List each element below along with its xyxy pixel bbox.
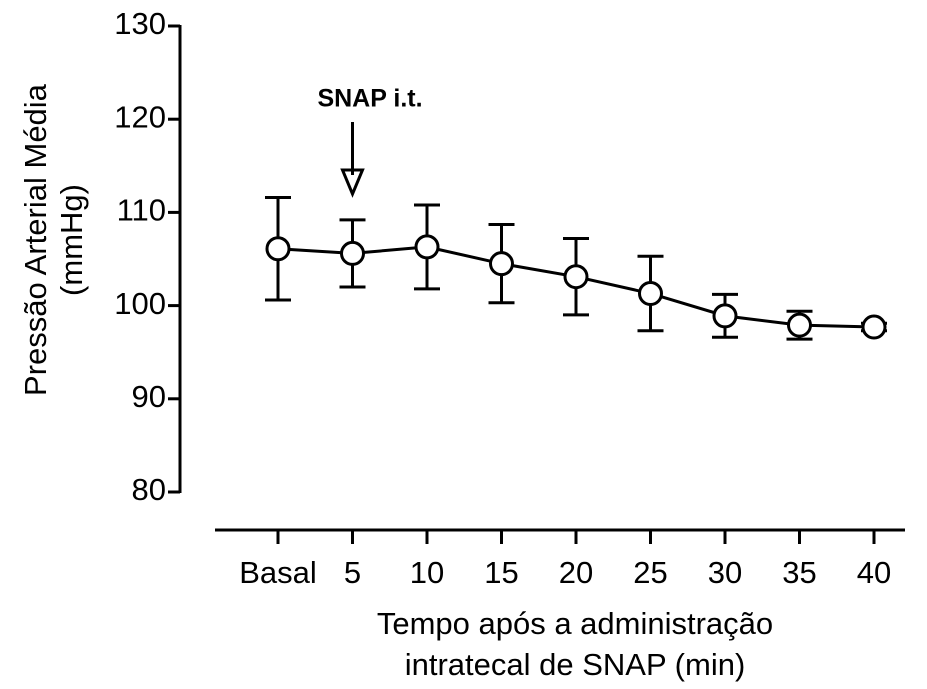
annotation-arrowhead — [340, 168, 365, 198]
y-tick-label: 90 — [132, 379, 166, 414]
data-point — [712, 303, 738, 329]
y-axis-label: Pressão Arterial Média — [18, 83, 53, 396]
y-tick-label: 120 — [114, 99, 166, 134]
data-point — [563, 264, 589, 290]
x-tick-label: Basal — [239, 555, 317, 590]
data-point — [638, 280, 663, 306]
data-point — [787, 312, 812, 338]
x-axis-label: intratecal de SNAP (min) — [405, 647, 746, 682]
y-tick-label: 130 — [114, 6, 166, 41]
x-tick-label: 30 — [708, 555, 742, 590]
x-tick-label: 40 — [857, 555, 891, 590]
x-axis-label: Tempo após a administração — [377, 606, 773, 641]
x-tick-label: 15 — [484, 555, 518, 590]
data-point — [861, 314, 887, 340]
y-axis-label: (mmHg) — [54, 184, 89, 296]
x-tick-label: 10 — [410, 555, 444, 590]
y-tick-label: 110 — [117, 193, 166, 228]
x-tick-label: 5 — [344, 555, 361, 590]
y-tick-label: 100 — [114, 286, 166, 321]
data-point — [414, 234, 440, 260]
data-point — [489, 251, 514, 277]
data-point — [265, 236, 291, 262]
annotation: SNAP i.t. — [317, 85, 422, 113]
x-tick-label: 35 — [782, 555, 816, 590]
data-point — [340, 240, 365, 266]
x-tick-label: 25 — [633, 555, 667, 590]
y-tick-label: 80 — [132, 472, 166, 507]
x-tick-label: 20 — [559, 555, 593, 590]
